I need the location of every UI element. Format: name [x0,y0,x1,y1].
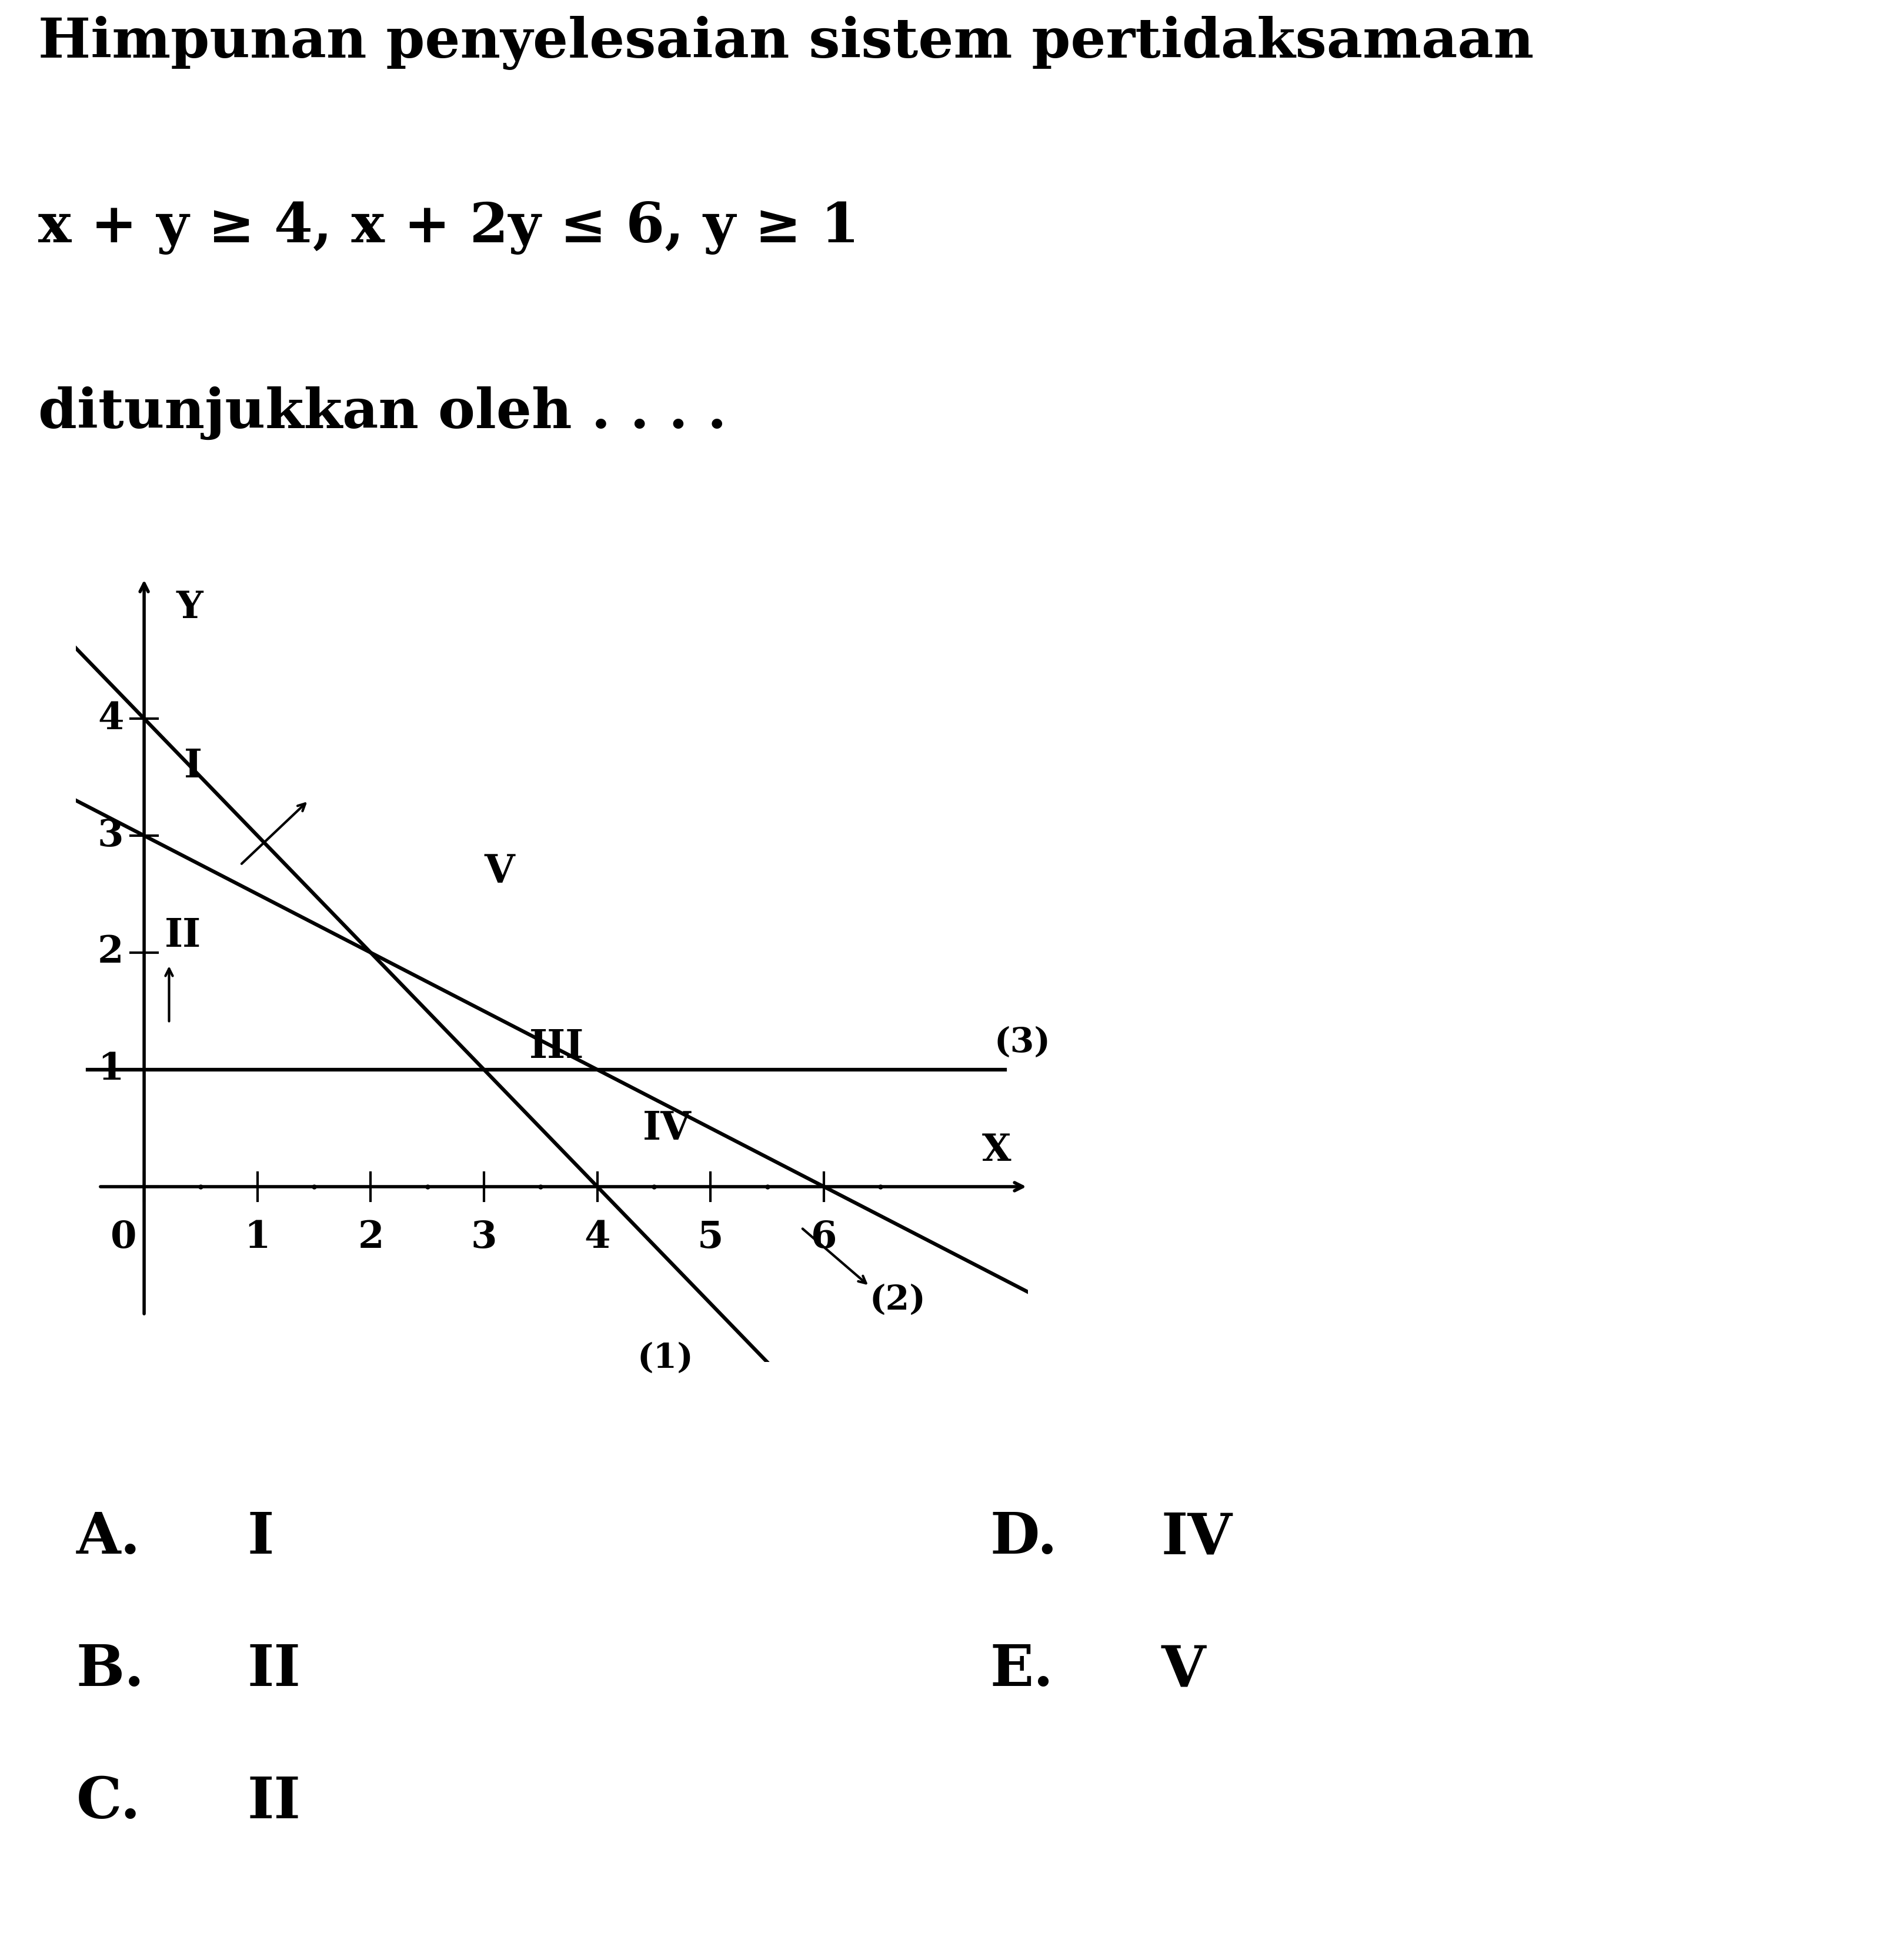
Text: II: II [164,917,202,955]
Text: A.: A. [76,1509,141,1566]
Text: 6: 6 [811,1219,837,1254]
Text: III: III [529,1027,584,1066]
Text: (3): (3) [993,1027,1050,1058]
Text: 1: 1 [244,1219,270,1254]
Text: 3: 3 [470,1219,497,1254]
Text: 2: 2 [97,935,124,970]
Text: E.: E. [990,1642,1052,1697]
Text: IV: IV [1161,1509,1231,1566]
Text: V: V [483,853,514,890]
Text: (1): (1) [638,1343,693,1376]
Text: I: I [185,747,202,786]
Text: B.: B. [76,1642,145,1697]
Text: I: I [247,1509,274,1566]
Text: Y: Y [175,590,202,625]
Text: 4: 4 [97,700,124,737]
Text: (2): (2) [870,1284,925,1317]
Text: 2: 2 [358,1219,384,1254]
Text: D.: D. [990,1509,1056,1566]
Text: V: V [1161,1642,1205,1697]
Text: ditunjukkan oleh . . . .: ditunjukkan oleh . . . . [38,386,727,439]
Text: II: II [247,1776,301,1831]
Text: Himpunan penyelesaian sistem pertidaksamaan: Himpunan penyelesaian sistem pertidaksam… [38,16,1534,71]
Text: II: II [247,1642,301,1697]
Text: 3: 3 [97,817,124,853]
Text: 4: 4 [584,1219,611,1254]
Text: 1: 1 [97,1053,124,1088]
Text: 0: 0 [110,1219,137,1254]
Text: IV: IV [643,1109,691,1149]
Text: x + y ≥ 4, x + 2y ≤ 6, y ≥ 1: x + y ≥ 4, x + 2y ≤ 6, y ≥ 1 [38,202,858,255]
Text: 5: 5 [696,1219,723,1254]
Text: C.: C. [76,1776,141,1831]
Text: X: X [982,1133,1010,1168]
